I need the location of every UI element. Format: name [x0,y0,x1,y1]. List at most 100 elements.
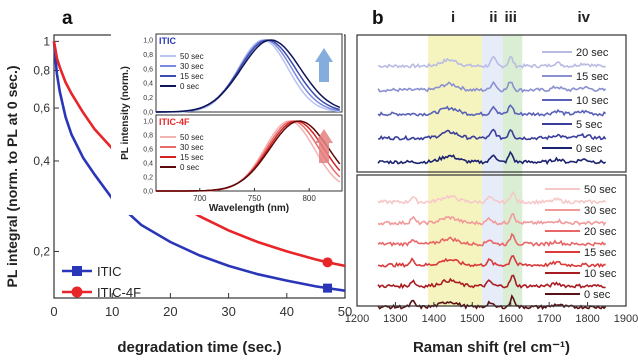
x-tick-label: 1400 [422,313,446,325]
x-tick-label: 40 [280,304,294,319]
x-tick-label: 1200 [345,313,369,325]
y-tick-label: 0,4 [33,154,50,168]
legend-marker [71,286,83,298]
inset-legend-label: 0 sec [180,82,199,91]
raman-legend-label: 10 sec [576,95,609,107]
x-tick-label: 1800 [575,313,599,325]
raman-trace [377,104,607,117]
inset-y-tick-label: 1,0 [143,38,153,45]
band-label: iii [504,9,517,26]
inset-y-tick-label: 0,8 [143,133,153,140]
x-tick-label: 1600 [498,313,522,325]
x-axis-label: Raman shift (rel cm⁻¹) [413,339,570,356]
inset-legend-label: 50 sec [180,52,204,61]
band-label: ii [489,9,497,26]
inset-legend-label: 30 sec [180,143,204,152]
inset-y-tick-label: 0,4 [143,81,153,88]
inset-y-tick-label: 0,0 [143,189,153,196]
inset-y-axis-label: PL intensity (norm.) [120,66,131,160]
y-tick-label: 0,2 [33,244,50,258]
inset-frame [155,33,343,113]
inset-spectrum [156,120,341,192]
inset-frame [155,114,343,192]
shift-arrow-icon [315,48,333,62]
inset-legend-label: 50 sec [180,133,204,142]
raman-legend-label: 15 sec [576,71,609,83]
highlight-region [481,35,504,306]
x-tick-label: 1700 [537,313,561,325]
inset-y-tick-label: 0,2 [143,175,153,182]
inset-legend-label: 15 sec [180,72,204,81]
inset-y-tick-label: 0,6 [143,66,153,73]
y-tick-label: 0,6 [33,101,50,115]
shift-arrow-icon [315,129,333,143]
plot-frame-top [356,34,627,173]
inset-legend-label: 15 sec [180,153,204,162]
shift-arrow-shaft [319,62,329,82]
y-axis-label: PL integral (norm. to PL at 0 sec.) [4,66,20,288]
series-marker-itic [323,283,333,293]
series-marker-itic-4f [322,257,333,268]
panel-label-a: a [62,8,73,29]
inset-panel: PL intensity (norm.) 0,0 0,2 0,4 0,6 0,8 1,0 IT… [111,29,344,215]
raman-legend-label: 30 sec [584,205,617,217]
inset-x-axis-label: Wavelength (nm) [209,203,289,214]
raman-trace [377,274,606,290]
raman-trace [377,213,607,227]
raman-legend-label: 50 sec [584,184,617,196]
band-label: iv [577,9,590,26]
y-tick-label: 1 [43,34,50,48]
raman-legend-label: 15 sec [584,247,617,259]
inset-x-tick-label: 750 [248,194,262,203]
x-tick-label: 50 [338,304,352,319]
raman-legend-label: 5 sec [576,119,603,131]
panel-label-b: b [372,8,384,29]
series-line-itic [52,41,346,292]
raman-trace [377,232,607,248]
raman-legend-label: 20 sec [576,47,609,59]
raman-trace [377,150,607,166]
inset-y-tick-label: 0,2 [143,95,153,102]
inset-y-tick-label: 0,0 [143,110,153,117]
raman-trace [378,254,606,268]
x-tick-label: 20 [163,304,177,319]
x-tick-label: 1300 [383,313,407,325]
inset-y-tick-label: 0,4 [143,161,153,168]
x-tick-label: 1500 [460,313,484,325]
legend-label: ITIC-4F [97,285,141,300]
raman-trace [378,128,607,141]
x-tick-label: 1900 [614,313,638,325]
inset-y-tick-label: 1,0 [143,119,153,126]
legend-marker [72,266,82,276]
raman-trace [377,190,607,206]
x-tick-label: 30 [221,304,235,319]
raman-legend-label: 0 sec [584,289,611,301]
inset-y-tick-label: 0,6 [143,147,153,154]
inset-subplot-label: ITIC [159,36,176,46]
inset-subplot-label: ITIC-4F [159,117,190,127]
shift-arrow-shaft [319,143,329,163]
raman-legend-label: 20 sec [584,226,617,238]
raman-trace [378,55,607,69]
raman-legend-label: 10 sec [584,268,617,280]
inset-legend-label: 30 sec [180,62,204,71]
x-tick-label: 0 [50,304,57,319]
inset-x-tick-label: 700 [193,194,207,203]
highlight-region [428,35,482,306]
highlight-region [503,35,523,306]
inset-x-tick-label: 800 [302,194,316,203]
raman-trace [377,80,607,93]
inset-legend-label: 0 sec [180,163,199,172]
x-tick-label: 10 [105,304,119,319]
plot-frame-bottom [356,174,627,307]
x-axis-label: degradation time (sec.) [117,339,281,356]
inset-spectrum [155,39,341,113]
legend-label: ITIC [97,264,122,279]
band-label: i [451,9,455,26]
raman-legend-label: 0 sec [576,143,603,155]
inset-y-tick-label: 0,8 [143,52,153,59]
y-tick-label: 0,8 [33,63,50,77]
